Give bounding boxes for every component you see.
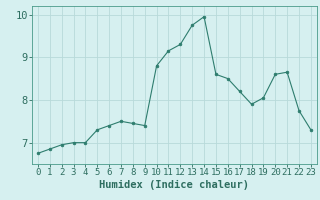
X-axis label: Humidex (Indice chaleur): Humidex (Indice chaleur) bbox=[100, 180, 249, 190]
